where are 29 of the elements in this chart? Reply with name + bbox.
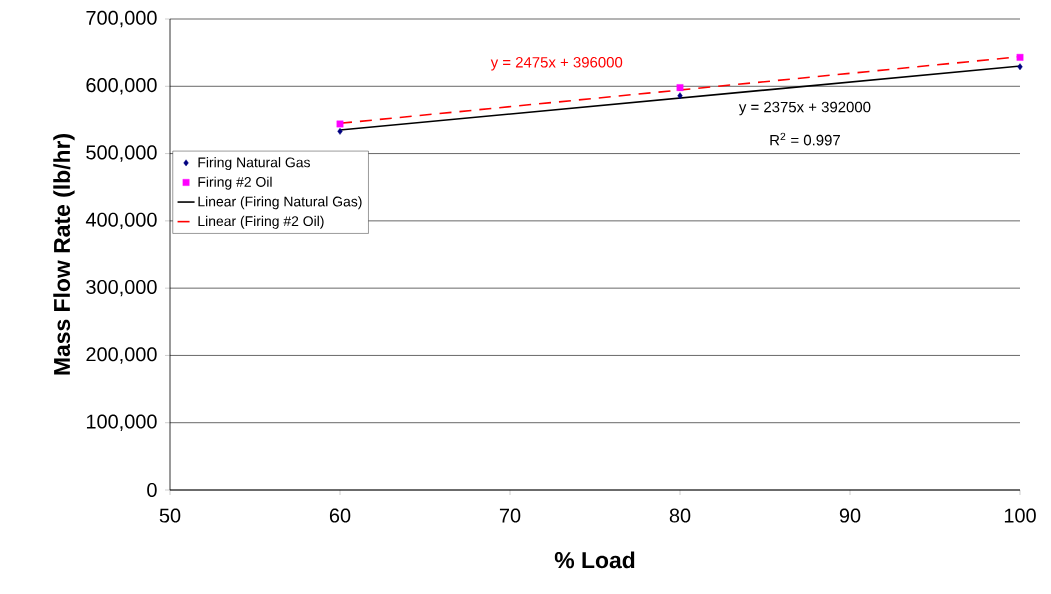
y-axis-title: Mass Flow Rate (lb/hr) xyxy=(53,134,75,375)
x-axis-title: % Load xyxy=(554,551,635,569)
legend-label: Firing Natural Gas xyxy=(198,157,310,171)
x-tick-label: 100 xyxy=(1004,508,1036,523)
x-tick-label: 70 xyxy=(499,508,521,523)
legend-label: Linear (Firing #2 Oil) xyxy=(198,215,324,229)
annotation: y = 2475x + 396000 xyxy=(490,56,623,71)
y-tick-label: 600,000 xyxy=(86,78,157,95)
y-tick-label: 100,000 xyxy=(86,414,157,431)
y-tick-label: 700,000 xyxy=(86,10,157,28)
point xyxy=(1016,53,1024,61)
point xyxy=(677,92,683,100)
x-tick-label: 50 xyxy=(159,508,181,523)
point xyxy=(676,84,684,92)
point xyxy=(1017,63,1023,71)
y-tick-label: 300,000 xyxy=(86,279,157,297)
y-tick-label: 500,000 xyxy=(86,145,157,162)
legend-label: Linear (Firing Natural Gas) xyxy=(198,196,362,210)
x-tick-label: 80 xyxy=(669,508,691,523)
y-tick-label: 200,000 xyxy=(86,347,157,364)
point xyxy=(337,127,343,135)
y-tick-label: 400,000 xyxy=(85,212,157,230)
x-tick-label: 60 xyxy=(329,508,351,523)
legend-label: Firing #2 Oil xyxy=(198,176,272,190)
y-tick-label: 0 xyxy=(147,482,157,498)
x-tick-label: 90 xyxy=(839,508,861,523)
annotation: R$^{2}$ = 0.997 xyxy=(770,132,840,146)
annotation: y = 2375x + 392000 xyxy=(738,101,871,116)
point xyxy=(336,120,344,128)
